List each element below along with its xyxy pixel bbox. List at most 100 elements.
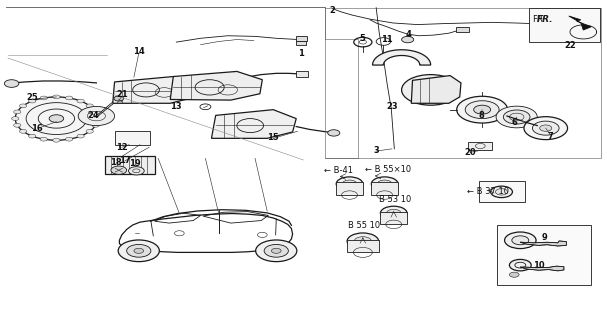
Circle shape — [540, 125, 552, 131]
Circle shape — [342, 180, 357, 188]
Text: 1: 1 — [297, 49, 304, 58]
Text: 21: 21 — [116, 90, 127, 99]
Circle shape — [53, 95, 60, 99]
Polygon shape — [520, 266, 564, 271]
Bar — [381, 212, 407, 224]
Bar — [105, 156, 155, 174]
Text: 18: 18 — [110, 158, 121, 167]
Circle shape — [509, 272, 519, 277]
Text: 13: 13 — [171, 102, 182, 111]
Circle shape — [118, 240, 160, 262]
Circle shape — [387, 209, 401, 217]
Text: 7: 7 — [548, 132, 554, 140]
Text: 6: 6 — [511, 118, 517, 127]
Circle shape — [422, 85, 439, 94]
Text: ← B 55×10: ← B 55×10 — [365, 165, 412, 174]
Text: 12: 12 — [116, 143, 127, 152]
Circle shape — [336, 177, 363, 191]
Text: 17: 17 — [119, 156, 131, 164]
Circle shape — [129, 167, 144, 175]
Circle shape — [456, 96, 507, 123]
Circle shape — [86, 104, 93, 108]
Circle shape — [78, 107, 115, 125]
Text: B 53 10: B 53 10 — [379, 195, 412, 204]
Polygon shape — [211, 110, 296, 138]
Circle shape — [114, 96, 124, 101]
Text: 22: 22 — [564, 41, 576, 50]
Circle shape — [53, 138, 60, 142]
Circle shape — [347, 233, 379, 250]
Text: 8: 8 — [478, 111, 484, 120]
Circle shape — [381, 206, 407, 220]
Text: B 55 10: B 55 10 — [348, 221, 380, 230]
Bar — [468, 141, 492, 150]
Text: 14: 14 — [133, 47, 144, 56]
Circle shape — [92, 124, 99, 127]
Circle shape — [19, 129, 27, 133]
Circle shape — [134, 248, 144, 253]
Circle shape — [496, 106, 537, 128]
Text: 4: 4 — [405, 30, 411, 39]
Circle shape — [413, 80, 449, 100]
Text: FR.: FR. — [532, 15, 545, 24]
Polygon shape — [171, 71, 262, 100]
Circle shape — [4, 80, 19, 87]
Circle shape — [378, 180, 392, 188]
Circle shape — [12, 117, 19, 121]
Circle shape — [66, 96, 73, 100]
Circle shape — [328, 130, 340, 136]
Bar — [497, 225, 591, 285]
Text: 23: 23 — [387, 102, 398, 111]
Text: 11: 11 — [381, 35, 393, 44]
Circle shape — [354, 237, 371, 246]
Circle shape — [512, 236, 529, 245]
Bar — [540, 22, 551, 26]
Bar — [336, 182, 363, 195]
Circle shape — [504, 232, 536, 249]
Polygon shape — [412, 76, 461, 103]
Bar — [296, 36, 307, 41]
Circle shape — [19, 104, 27, 108]
Text: 16: 16 — [31, 124, 43, 133]
Circle shape — [86, 129, 93, 133]
Circle shape — [473, 105, 490, 114]
Text: 15: 15 — [267, 132, 279, 141]
Circle shape — [94, 117, 101, 121]
Circle shape — [264, 244, 288, 257]
Circle shape — [371, 177, 398, 191]
Bar — [296, 71, 308, 76]
Bar — [296, 42, 306, 45]
Circle shape — [402, 36, 414, 43]
Circle shape — [29, 99, 36, 103]
Circle shape — [49, 115, 64, 123]
Circle shape — [509, 260, 531, 271]
Polygon shape — [113, 76, 197, 103]
Circle shape — [77, 134, 84, 138]
Polygon shape — [373, 50, 431, 65]
Circle shape — [495, 189, 507, 195]
Text: 2: 2 — [330, 6, 336, 15]
Circle shape — [77, 99, 84, 103]
Polygon shape — [569, 16, 591, 30]
Text: 5: 5 — [359, 35, 365, 44]
Text: 9: 9 — [541, 233, 548, 242]
Text: 24: 24 — [87, 111, 99, 120]
Bar — [115, 131, 150, 145]
Circle shape — [465, 101, 499, 119]
Circle shape — [111, 166, 127, 174]
Circle shape — [524, 117, 568, 140]
Circle shape — [490, 186, 512, 197]
Text: ← B-41: ← B-41 — [324, 166, 353, 175]
Bar — [561, 20, 573, 24]
Text: 10: 10 — [533, 261, 544, 270]
Circle shape — [127, 244, 151, 257]
Circle shape — [15, 97, 98, 140]
Text: FR.: FR. — [537, 15, 553, 24]
Circle shape — [92, 110, 99, 114]
Bar — [371, 182, 398, 195]
Circle shape — [13, 124, 21, 127]
Text: 3: 3 — [373, 146, 379, 155]
Text: 19: 19 — [129, 159, 141, 168]
Text: 20: 20 — [464, 148, 476, 157]
Circle shape — [271, 248, 281, 253]
